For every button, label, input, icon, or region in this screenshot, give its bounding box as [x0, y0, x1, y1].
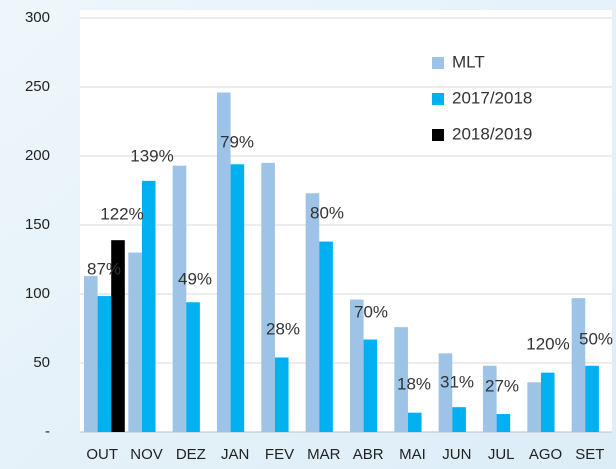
bar	[571, 298, 586, 432]
x-tick-label: JUN	[442, 446, 471, 463]
bar	[186, 302, 200, 432]
bar	[230, 164, 245, 432]
bar	[407, 412, 422, 432]
y-tick-label: 300	[25, 9, 50, 26]
annotation: 120%	[526, 334, 569, 353]
bar	[438, 353, 453, 432]
bar	[483, 365, 497, 432]
legend-swatch	[432, 93, 444, 105]
annotation: 31%	[440, 372, 474, 391]
annotation: 122%	[100, 204, 143, 223]
x-tick-label: MAI	[399, 446, 426, 463]
bar	[261, 162, 275, 432]
annotation: 27%	[485, 376, 519, 395]
x-tick-label: FEV	[265, 446, 294, 463]
bar	[452, 407, 466, 432]
x-tick-label: NOV	[130, 446, 163, 463]
x-tick-label: DEZ	[176, 446, 206, 463]
bar	[141, 180, 156, 432]
bar	[394, 327, 408, 432]
bar	[527, 382, 541, 432]
legend-label: 2018/2019	[452, 124, 532, 143]
bar	[585, 365, 599, 432]
annotation: 49%	[178, 269, 212, 288]
annotation: 28%	[266, 319, 300, 338]
y-tick-label: 250	[25, 78, 50, 95]
y-tick-label: 200	[25, 147, 50, 164]
x-tick-label: JAN	[221, 446, 249, 463]
y-tick-label: 50	[33, 354, 50, 371]
bar	[217, 92, 231, 433]
x-tick-label: OUT	[86, 446, 118, 463]
y-tick-label: 150	[25, 216, 50, 233]
x-tick-label: SET	[575, 446, 604, 463]
bar	[319, 241, 333, 432]
bar	[128, 252, 142, 432]
plot-area	[80, 10, 612, 432]
x-tick-label: AGO	[529, 446, 562, 463]
bar	[84, 276, 98, 432]
legend-swatch	[432, 129, 444, 141]
bar	[305, 193, 320, 432]
x-tick-label: ABR	[353, 446, 384, 463]
legend-swatch	[432, 57, 444, 69]
bar	[540, 372, 555, 432]
bar	[496, 414, 511, 432]
bar	[172, 165, 187, 432]
y-tick-label: 100	[25, 285, 50, 302]
annotation: 87%	[87, 259, 121, 278]
bar	[111, 240, 125, 432]
y-tick-label: -	[45, 423, 50, 440]
annotation: 79%	[220, 132, 254, 151]
legend-label: 2017/2018	[452, 88, 532, 107]
annotation: 139%	[130, 146, 173, 165]
bar	[350, 299, 364, 432]
bar	[97, 296, 112, 432]
annotation: 50%	[579, 329, 613, 348]
x-tick-label: MAR	[307, 446, 341, 463]
annotation: 70%	[354, 302, 388, 321]
x-tick-label: JUL	[488, 446, 515, 463]
annotation: 80%	[310, 203, 344, 222]
annotation: 18%	[397, 374, 431, 393]
legend-label: MLT	[452, 52, 485, 71]
bar	[363, 339, 378, 432]
bar	[274, 357, 289, 432]
